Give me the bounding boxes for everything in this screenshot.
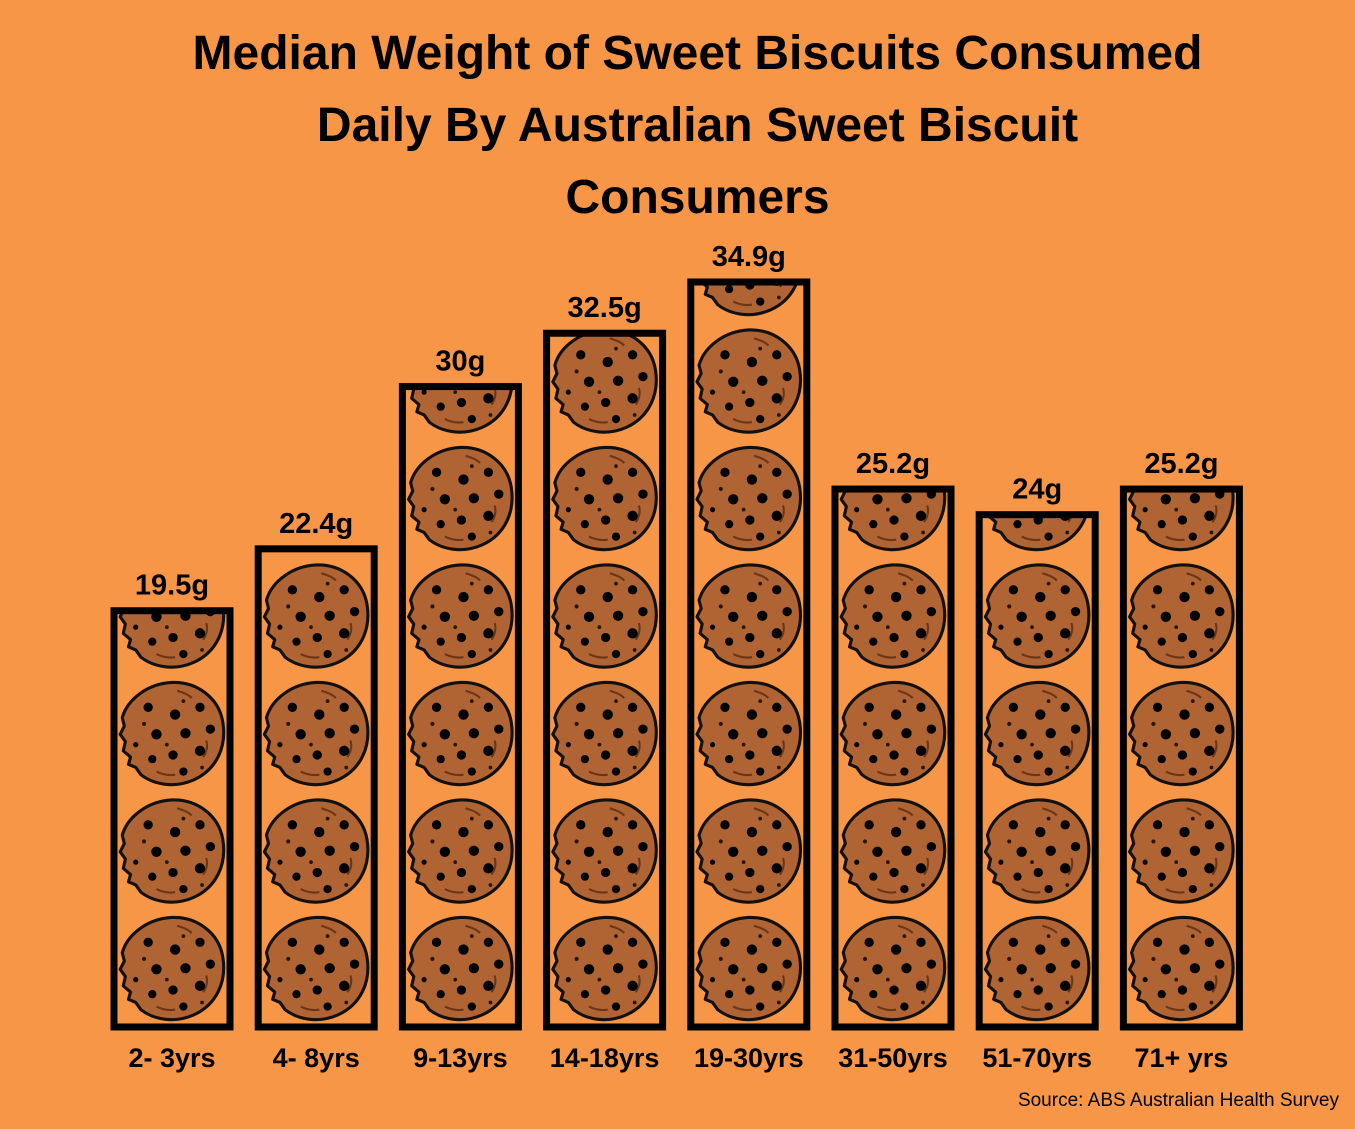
cookie-icon [695, 563, 803, 669]
bar-cookie-fill [695, 95, 803, 1022]
bar-cookie-fill [118, 447, 226, 1022]
bar-group: 25.2g 31-50yrs [831, 330, 955, 1073]
cookie-icon [839, 798, 947, 904]
cookie-icon [1130, 330, 1233, 432]
cookie-icon [262, 563, 370, 669]
cookie-icon [551, 445, 658, 552]
cookie-icon [551, 915, 658, 1022]
cookie-icon [695, 445, 803, 552]
bar [975, 511, 1099, 1031]
cookie-icon [262, 680, 370, 787]
category-label: 14-18yrs [550, 1043, 660, 1073]
bar-group: 30g 9-13yrs [398, 212, 522, 1073]
cookie-icon [407, 445, 514, 552]
data-label: 22.4g [279, 508, 353, 540]
data-label: 30g [435, 346, 485, 378]
cookie-icon [551, 563, 658, 669]
cookie-icon [407, 798, 514, 904]
category-label: 9-13yrs [413, 1043, 508, 1073]
cookie-icon [118, 680, 226, 787]
cookie-icon [983, 798, 1091, 904]
title-line-1: Median Weight of Sweet Biscuits Consumed [192, 27, 1203, 80]
data-label: 25.2g [856, 448, 930, 480]
cookie-icon [839, 915, 947, 1022]
category-label: 2- 3yrs [128, 1043, 215, 1073]
bar [1119, 485, 1243, 1031]
cookie-icon [985, 330, 1088, 432]
data-label: 32.5g [568, 292, 642, 324]
cookie-icon [262, 915, 370, 1022]
cookie-icon [262, 798, 370, 904]
category-label: 31-50yrs [838, 1043, 948, 1073]
cookie-icon [695, 915, 803, 1022]
cookie-icon [264, 330, 367, 432]
bar-group: 34.9g 19-30yrs [687, 95, 811, 1073]
category-label: 71+ yrs [1134, 1043, 1228, 1073]
cookie-icon [983, 680, 1091, 787]
bar-cookie-fill [1128, 330, 1235, 1022]
bar [687, 278, 811, 1031]
cookie-icon [695, 798, 803, 904]
cookie-icon [695, 680, 803, 787]
cookie-icon [983, 915, 1091, 1022]
cookie-icon [118, 915, 226, 1022]
bar-cookie-fill [983, 330, 1091, 1022]
data-label: 25.2g [1144, 448, 1218, 480]
cookie-icon [1128, 915, 1235, 1022]
cookie-icon [407, 680, 514, 787]
bar-cookie-fill [839, 330, 947, 1022]
cookie-icon [839, 680, 947, 787]
cookie-icon [551, 333, 658, 434]
cookie-icon [695, 328, 803, 434]
bar-cookie-fill [262, 330, 370, 1022]
cookie-icon [839, 563, 947, 669]
cookie-icon [983, 563, 1091, 669]
cookie-icon [697, 95, 800, 197]
bar [831, 485, 955, 1031]
bar-group: 32.5g 14-18yrs [543, 292, 667, 1073]
bar [254, 545, 378, 1031]
cookie-icon [551, 798, 658, 904]
cookie-icon [407, 915, 514, 1022]
bar [398, 383, 522, 1031]
category-label: 19-30yrs [694, 1043, 804, 1073]
bar-group: 24g 51-70yrs [975, 330, 1099, 1073]
category-label: 4- 8yrs [273, 1043, 360, 1073]
cookie-icon [409, 212, 512, 314]
data-label: 34.9g [712, 241, 786, 273]
source-note: Source: ABS Australian Health Survey [1017, 1090, 1339, 1111]
data-label: 24g [1012, 474, 1062, 506]
cookie-icon [551, 680, 658, 787]
data-label: 19.5g [135, 570, 209, 602]
cookie-icon [1128, 798, 1235, 904]
cookie-icon [407, 563, 514, 669]
chart-title: Median Weight of Sweet Biscuits Consumed… [0, 18, 1355, 234]
cookie-icon [120, 447, 223, 549]
cookie-icon [841, 330, 944, 432]
cookie-icon [1128, 563, 1235, 669]
cookie-icon [118, 798, 226, 904]
bar [110, 607, 234, 1031]
bar-group: 22.4g 4- 8yrs [254, 330, 378, 1073]
category-label: 51-70yrs [982, 1043, 1092, 1073]
bar-group: 19.5g 2- 3yrs [110, 447, 234, 1073]
bar-group: 25.2g 71+ yrs [1119, 330, 1243, 1073]
title-line-2: Daily By Australian Sweet Biscuit [316, 99, 1079, 152]
cookie-icon [1128, 680, 1235, 787]
bar [543, 329, 667, 1031]
title-line-3: Consumers [565, 171, 830, 224]
bar-cookie-fill [407, 212, 514, 1022]
